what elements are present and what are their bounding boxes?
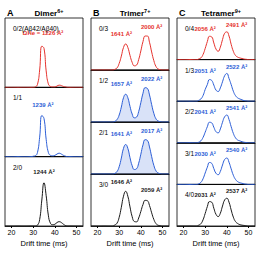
svg-text:2041 Å²: 2041 Å² — [194, 109, 215, 115]
svg-text:2/2: 2/2 — [185, 108, 194, 115]
svg-text:2540 Å²: 2540 Å² — [226, 147, 247, 153]
svg-text:Tetramer: Tetramer — [201, 9, 235, 18]
svg-text:0/3: 0/3 — [99, 25, 108, 32]
svg-text:3/1: 3/1 — [185, 150, 194, 157]
svg-text:1/2: 1/2 — [99, 77, 108, 84]
svg-text:30: 30 — [29, 229, 37, 236]
svg-text:0/2(Aβ42/Aβ40): 0/2(Aβ42/Aβ40) — [13, 25, 59, 33]
svg-text:2522 Å²: 2522 Å² — [226, 64, 247, 70]
svg-text:6+: 6+ — [57, 8, 63, 14]
svg-text:1641 Å²: 1641 Å² — [111, 31, 132, 37]
svg-text:Trimer: Trimer — [120, 9, 144, 18]
svg-text:2000 Å²: 2000 Å² — [141, 24, 162, 30]
svg-text:20: 20 — [94, 229, 102, 236]
svg-text:2051 Å²: 2051 Å² — [194, 68, 215, 74]
svg-text:1244 Å²: 1244 Å² — [33, 169, 54, 175]
svg-text:2059 Å²: 2059 Å² — [141, 187, 162, 193]
svg-text:3/0: 3/0 — [99, 181, 108, 188]
svg-text:20: 20 — [180, 229, 188, 236]
svg-text:1657 Å²: 1657 Å² — [111, 81, 132, 87]
svg-text:2056 Å²: 2056 Å² — [194, 26, 215, 32]
svg-text:40: 40 — [51, 229, 59, 236]
svg-text:1/1: 1/1 — [13, 94, 22, 101]
svg-text:40: 40 — [137, 229, 145, 236]
svg-text:C: C — [179, 8, 186, 18]
svg-text:2541 Å²: 2541 Å² — [226, 105, 247, 111]
svg-text:2030 Å²: 2030 Å² — [194, 151, 215, 157]
svg-text:7+: 7+ — [144, 8, 150, 14]
svg-text:50: 50 — [73, 229, 81, 236]
svg-text:Dimer: Dimer — [35, 9, 58, 18]
svg-text:50: 50 — [245, 229, 253, 236]
svg-text:9+: 9+ — [235, 8, 241, 14]
svg-text:1/3: 1/3 — [185, 67, 194, 74]
svg-text:Drift time (ms): Drift time (ms) — [20, 239, 68, 248]
svg-text:2017 Å²: 2017 Å² — [141, 128, 162, 134]
svg-text:1646 Å²: 1646 Å² — [111, 179, 132, 185]
svg-text:B: B — [93, 8, 100, 18]
svg-text:2491 Å²: 2491 Å² — [226, 22, 247, 28]
svg-text:20: 20 — [8, 229, 16, 236]
svg-text:2537 Å²: 2537 Å² — [226, 188, 247, 194]
svg-text:2031 Å²: 2031 Å² — [194, 192, 215, 198]
svg-text:2/1: 2/1 — [99, 129, 108, 136]
svg-text:50: 50 — [159, 229, 167, 236]
svg-text:0/4: 0/4 — [185, 25, 194, 32]
svg-text:Drift time (ms): Drift time (ms) — [192, 239, 240, 248]
svg-text:40: 40 — [223, 229, 231, 236]
svg-text:2022 Å²: 2022 Å² — [141, 76, 162, 82]
svg-text:Drift time (ms): Drift time (ms) — [106, 239, 154, 248]
svg-text:30: 30 — [115, 229, 123, 236]
svg-text:4/0: 4/0 — [185, 191, 194, 198]
svg-text:ΩHe = 1226 Å²: ΩHe = 1226 Å² — [22, 30, 64, 37]
svg-text:30: 30 — [201, 229, 209, 236]
svg-text:1239 Å²: 1239 Å² — [32, 102, 53, 108]
svg-text:A: A — [7, 8, 14, 18]
svg-text:2/0: 2/0 — [13, 164, 22, 171]
svg-text:1641 Å²: 1641 Å² — [111, 131, 132, 137]
